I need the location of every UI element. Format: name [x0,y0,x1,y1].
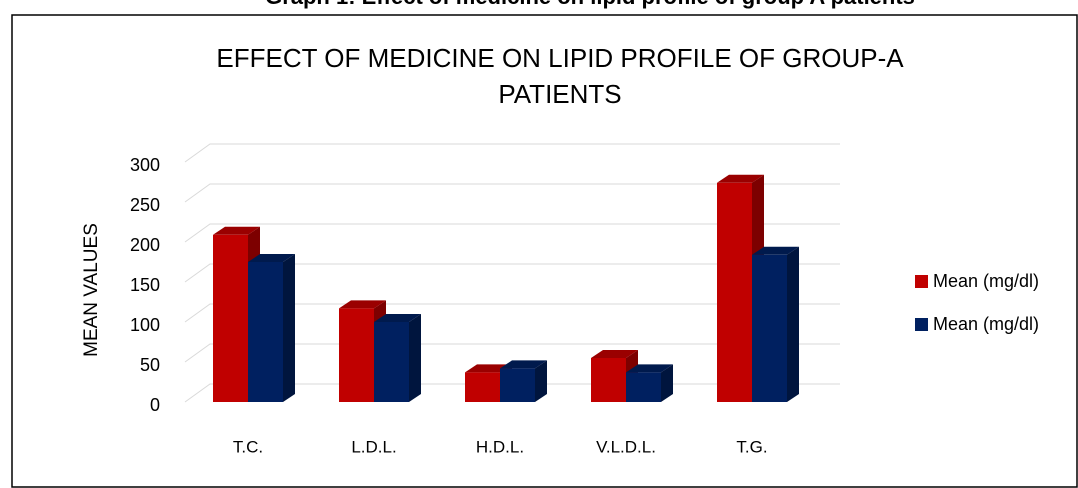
y-tick-label: 250 [130,195,160,215]
bar [591,350,638,402]
y-axis-label: MEAN VALUES [81,223,102,357]
x-tick-label: V.L.D.L. [596,437,656,456]
grid-line [184,143,840,163]
bar [626,364,673,402]
bar-front [339,308,374,402]
bar-front [717,182,752,402]
bar-front [465,372,500,402]
bar-top [500,360,547,369]
bar [374,314,421,402]
caption: Graph 1: Effect of medicine on lipid pro… [265,0,915,9]
x-tick-label: L.D.L. [351,437,396,456]
bar-top [752,246,799,255]
grid-line [184,263,840,283]
y-tick-label: 200 [130,235,160,255]
bar-top [591,350,638,358]
legend-label: Mean (mg/dl) [933,271,1039,291]
bar-side [409,314,421,402]
bar [248,254,295,402]
bar-top [248,254,295,262]
bar-top [717,174,764,183]
y-tick-label: 100 [130,315,160,335]
bar-front [213,234,248,402]
bar-front [626,372,661,402]
bar-top [374,314,421,322]
legend-swatch [915,275,928,288]
grid-line [184,183,840,203]
grid-line [184,343,840,363]
x-tick-label: T.C. [233,437,263,456]
bar-top [339,300,386,309]
grid-line [184,303,840,323]
bar-top [213,226,260,235]
bar-front [374,322,409,402]
bar-front [752,254,787,402]
x-tick-label: T.G. [736,437,767,456]
y-tick-label: 0 [150,395,160,415]
bar [500,360,547,402]
bar-front [500,368,535,402]
bar-side [787,246,799,402]
y-tick-label: 150 [130,275,160,295]
y-tick-label: 300 [130,155,160,175]
chart-title: EFFECT OF MEDICINE ON LIPID PROFILE OF G… [216,43,904,109]
legend-label: Mean (mg/dl) [933,314,1039,334]
bar [752,246,799,402]
legend-swatch [915,318,928,331]
bar-front [591,358,626,402]
bar-side [535,360,547,402]
bar-side [283,254,295,402]
bar-front [248,262,283,402]
x-tick-label: H.D.L. [476,437,524,456]
y-tick-label: 50 [140,355,160,375]
chart-frame [11,14,1078,488]
bar-top [626,364,673,373]
grid-line [184,223,840,243]
bar-side [661,364,673,402]
